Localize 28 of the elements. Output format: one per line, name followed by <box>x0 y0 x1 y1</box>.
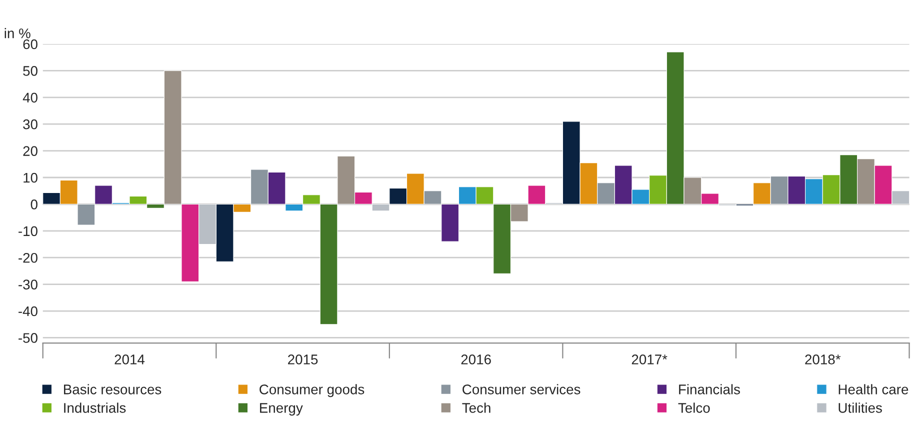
y-tick-label: -10 <box>18 226 38 236</box>
legend-label: Utilities <box>838 402 882 413</box>
y-tick-label: 0 <box>30 200 38 210</box>
y-tick-label: 20 <box>23 146 38 156</box>
legend-label: Energy <box>260 403 303 416</box>
y-tick-label: 40 <box>22 92 38 103</box>
y-tick-label: 30 <box>23 119 38 130</box>
x-tick-label: 2015 <box>288 354 318 364</box>
y-tick-label: 50 <box>23 66 38 76</box>
legend-label: Consumer services <box>462 384 580 394</box>
y-tick-label: -20 <box>18 252 38 263</box>
legend-label: Telco <box>678 402 710 413</box>
x-tick-label: 2014 <box>114 354 145 364</box>
legend-label: Basic resources <box>64 384 162 394</box>
y-tick-label: -40 <box>18 306 38 316</box>
legend-label: Industrials <box>64 402 126 413</box>
y-tick-label: -50 <box>18 333 38 343</box>
y-axis-title: in % <box>4 28 30 38</box>
x-tick-label: 2017* <box>632 354 668 364</box>
y-tick-label: -30 <box>18 280 38 290</box>
y-tick-label: 60 <box>23 39 38 50</box>
legend-label: Tech <box>462 402 490 413</box>
legend-label: Financials <box>679 384 740 394</box>
legend-label: Consumer goods <box>260 384 364 398</box>
y-tick-label: 10 <box>24 172 38 183</box>
x-tick-label: 2016 <box>461 354 491 364</box>
x-tick-label: 2018* <box>805 354 841 364</box>
legend-label: Health care <box>838 384 908 394</box>
